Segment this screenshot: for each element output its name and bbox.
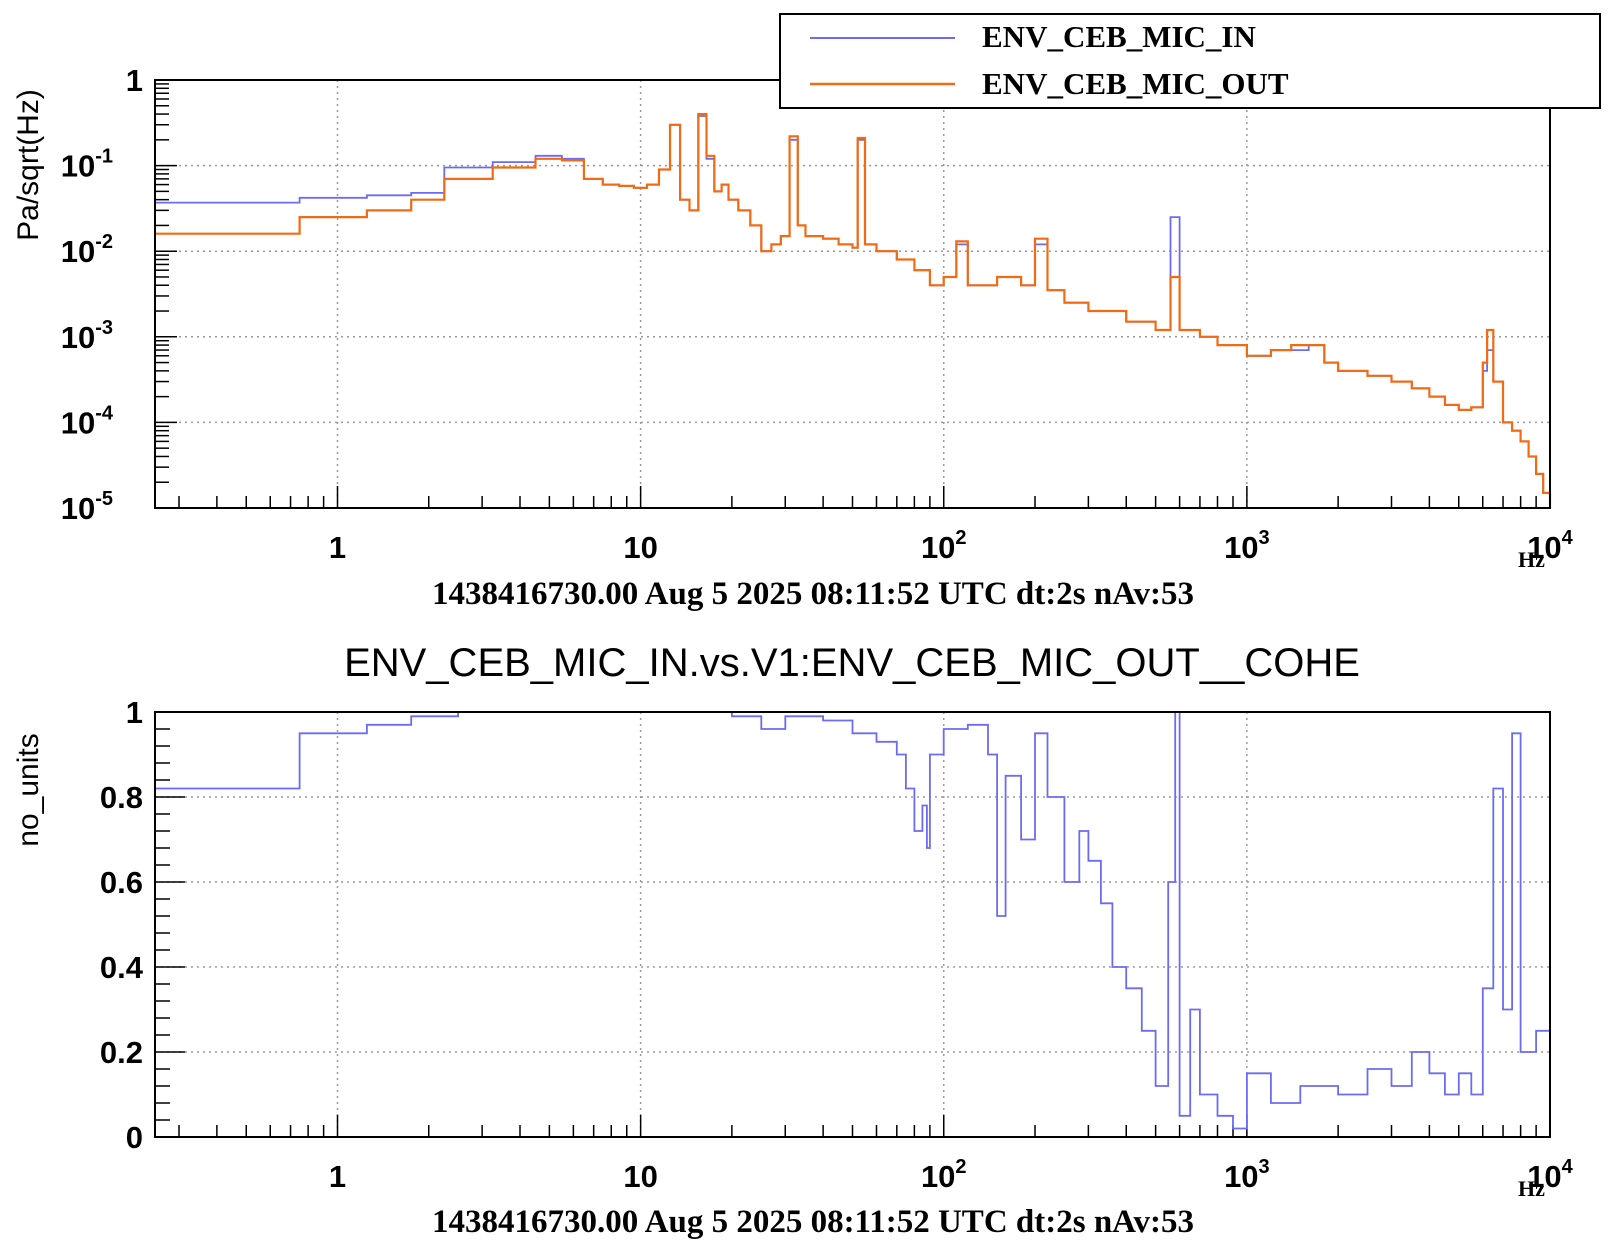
series-line-env-ceb-mic-in bbox=[155, 115, 1551, 508]
coherence-x-tick-label: 103 bbox=[1224, 1156, 1270, 1194]
coherence-x-axis-label: 1438416730.00 Aug 5 2025 08:11:52 UTC dt… bbox=[432, 1204, 1194, 1240]
asd-series-lines bbox=[155, 113, 1552, 508]
coherence-y-axis-label: no_units bbox=[12, 733, 45, 846]
coherence-ticks bbox=[155, 711, 1551, 1138]
coherence-y-tick-label: 0.2 bbox=[100, 1035, 143, 1070]
coherence-y-tick-label: 0.6 bbox=[100, 865, 143, 900]
legend-box bbox=[779, 13, 1601, 109]
coherence-y-tick-label: 0.4 bbox=[100, 950, 144, 985]
asd-x-tick-label: 103 bbox=[1224, 527, 1270, 565]
legend: ENV_CEB_MIC_IN ENV_CEB_MIC_OUT bbox=[779, 13, 1601, 109]
asd-y-tick-exponent: -1 bbox=[95, 146, 113, 168]
asd-x-tick-exponent: 3 bbox=[1259, 527, 1270, 549]
coherence-y-tick-label: 0 bbox=[126, 1120, 143, 1155]
coherence-x-tick-exponent: 2 bbox=[955, 1156, 966, 1178]
asd-x-tick-label: 10 bbox=[623, 530, 657, 565]
asd-y-tick-label: 10-3 bbox=[61, 317, 113, 355]
coherence-x-tick-label: 10 bbox=[623, 1159, 657, 1194]
asd-x-tick-label: 102 bbox=[921, 527, 967, 565]
asd-y-tick-labels: 1 10-1 10-2 10-3 10-4 10-5 bbox=[61, 63, 143, 526]
coherence-gridlines bbox=[155, 712, 1550, 1137]
asd-y-tick-label: 1 bbox=[126, 63, 143, 98]
coherence-panel: ENV_CEB_MIC_IN.vs.V1:ENV_CEB_MIC_OUT__CO… bbox=[12, 641, 1574, 1240]
asd-x-unit: Hz bbox=[1518, 547, 1545, 572]
coherence-title: ENV_CEB_MIC_IN.vs.V1:ENV_CEB_MIC_OUT__CO… bbox=[344, 641, 1360, 685]
series-line-coherence bbox=[155, 711, 1551, 1130]
coherence-x-tick-exponent: 4 bbox=[1562, 1156, 1574, 1178]
asd-plot-frame bbox=[154, 79, 1551, 509]
asd-x-tick-label: 1 bbox=[329, 530, 346, 565]
coherence-x-tick-label: 1 bbox=[329, 1159, 346, 1194]
legend-label-mic-in: ENV_CEB_MIC_IN bbox=[982, 19, 1256, 54]
coherence-x-tick-exponent: 3 bbox=[1259, 1156, 1270, 1178]
coherence-x-tick-label: 104 bbox=[1527, 1156, 1573, 1194]
coherence-y-tick-labels: 0 0.2 0.4 0.6 0.8 1 bbox=[100, 695, 144, 1155]
asd-y-tick-exponent: -3 bbox=[95, 317, 113, 339]
coherence-x-unit: Hz bbox=[1518, 1176, 1545, 1201]
coherence-series-lines bbox=[155, 711, 1551, 1130]
coherence-plot-frame bbox=[154, 711, 1551, 1138]
asd-y-tick-exponent: -2 bbox=[95, 231, 113, 253]
asd-x-tick-exponent: 4 bbox=[1562, 527, 1574, 549]
coherence-x-tick-label: 102 bbox=[921, 1156, 967, 1194]
asd-y-tick-label: 10-2 bbox=[61, 231, 113, 269]
coherence-y-tick-label: 0.8 bbox=[100, 780, 143, 815]
asd-x-axis-label: 1438416730.00 Aug 5 2025 08:11:52 UTC dt… bbox=[432, 576, 1194, 612]
asd-y-tick-label: 10-1 bbox=[61, 146, 113, 184]
asd-x-tick-exponent: 2 bbox=[955, 527, 966, 549]
coherence-x-tick-labels: 1 10 102 103 104 bbox=[329, 1156, 1574, 1194]
asd-y-axis-label: Pa/sqrt(Hz) bbox=[12, 89, 45, 241]
asd-gridlines bbox=[155, 80, 1550, 508]
asd-ticks bbox=[155, 83, 1551, 509]
asd-y-tick-exponent: -5 bbox=[95, 488, 113, 510]
asd-y-tick-exponent: -4 bbox=[95, 402, 114, 424]
asd-panel: 1 10 102 103 104 110-110-210-310-410-5 Hz 14… bbox=[12, 63, 1574, 612]
asd-x-tick-labels: 1 10 102 103 104 bbox=[329, 527, 1574, 565]
coherence-y-tick-label: 1 bbox=[126, 695, 143, 730]
asd-y-tick-label: 10-4 bbox=[61, 402, 114, 440]
legend-label-mic-out: ENV_CEB_MIC_OUT bbox=[982, 66, 1289, 101]
series-line-env-ceb-mic-out bbox=[155, 113, 1552, 508]
asd-y-tick-label: 10-5 bbox=[61, 488, 113, 526]
